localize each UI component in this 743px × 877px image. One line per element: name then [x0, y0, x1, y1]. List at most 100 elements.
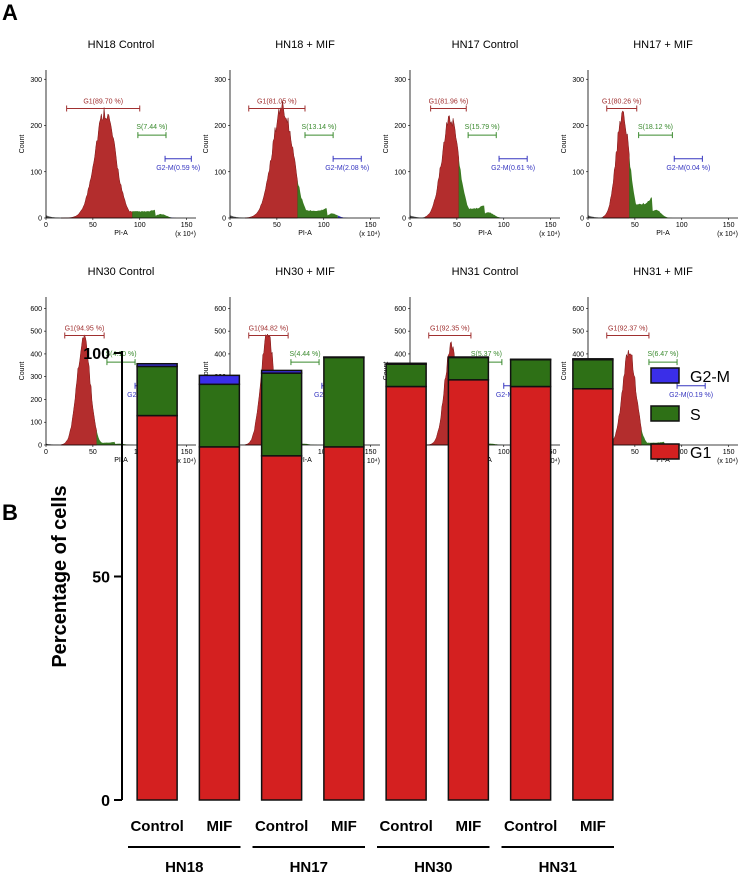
- bar-segment-s: [323, 356, 365, 448]
- histogram-title: HN18 + MIF: [275, 39, 335, 51]
- bar-category-label: Control: [379, 818, 432, 835]
- histogram-title: HN17 + MIF: [633, 39, 693, 51]
- y-axis-label: Count: [561, 135, 568, 154]
- x-tick-label: 50: [89, 449, 97, 456]
- bar-stack: [323, 356, 365, 801]
- g1-peak: [60, 334, 97, 446]
- bar-segment-g1: [260, 455, 303, 801]
- x-tick-label: 0: [44, 449, 48, 456]
- x-tick-label: 100: [498, 449, 510, 456]
- y-tick-label: 600: [214, 306, 226, 313]
- y-tick-label: 400: [394, 351, 406, 358]
- legend-swatch: [650, 367, 680, 384]
- y-tick-label: 500: [30, 329, 42, 336]
- bar-category-label: Control: [255, 818, 308, 835]
- histogram-title: HN30 + MIF: [275, 266, 335, 278]
- gate-label: G1(81.05 %): [257, 98, 297, 105]
- x-tick-label: 100: [676, 449, 688, 456]
- y-tick-label: 600: [394, 306, 406, 313]
- y-tick-label: 500: [394, 329, 406, 336]
- x-axis-label: PI-A: [114, 230, 128, 237]
- debris-region: [588, 215, 605, 218]
- bar-category-label: MIF: [580, 818, 606, 835]
- bar-stack: [136, 362, 178, 801]
- x-scale-label: (x 10⁴): [175, 458, 196, 465]
- gate-label: G1(92.37 %): [608, 325, 648, 332]
- y-tick-label: 300: [214, 77, 226, 84]
- g1-peak: [244, 100, 298, 219]
- debris-region: [230, 215, 247, 218]
- y-tick-label: 300: [30, 374, 42, 381]
- group-label: HN18: [165, 859, 203, 876]
- x-tick-label: 0: [44, 222, 48, 229]
- y-axis-label: Count: [203, 362, 210, 381]
- y-tick-label: 0: [38, 216, 42, 223]
- gate-label: S(5.37 %): [471, 351, 502, 358]
- y-tick-label: 0: [38, 443, 42, 450]
- x-tick-label: 150: [545, 222, 557, 229]
- bar-stack: [572, 358, 614, 801]
- x-tick-label: 150: [723, 222, 735, 229]
- y-tick-label: 200: [572, 123, 584, 130]
- bar-segment-s: [572, 358, 614, 390]
- y-tick-label: 500: [572, 329, 584, 336]
- histogram-grid: HN18 Control 0 100 200 300 0 50 100 150 PI-A (x 10…: [19, 39, 738, 465]
- x-tick-label: 100: [318, 222, 330, 229]
- bar-stack: [260, 369, 303, 801]
- x-tick-label: 150: [365, 449, 377, 456]
- x-scale-label: (x 10⁴): [717, 458, 738, 465]
- y-tick-label: 200: [30, 123, 42, 130]
- x-tick-label: 50: [453, 222, 461, 229]
- x-tick-label: 150: [365, 222, 377, 229]
- y-axis-label: Count: [19, 135, 26, 154]
- y-tick-label: 100: [394, 169, 406, 176]
- x-tick-label: 150: [723, 449, 735, 456]
- s-phase-region: [641, 429, 682, 445]
- bar-stack: [198, 374, 241, 801]
- gate-label: G1(81.96 %): [429, 98, 469, 105]
- gate-label: G1(80.26 %): [602, 98, 642, 105]
- bar-segment-s: [509, 358, 552, 388]
- legend-swatch: [650, 405, 680, 422]
- y-axis-label: Count: [561, 362, 568, 381]
- x-scale-label: (x 10⁴): [539, 231, 560, 238]
- gate-label: G1(92.35 %): [430, 325, 470, 332]
- x-tick-label: 150: [181, 449, 193, 456]
- y-tick-label: 600: [30, 306, 42, 313]
- s-phase-region: [458, 158, 501, 218]
- histogram-panel: HN17 + MIF 0 100 200 300 0 50 100 150 PI-A (x 10⁴)…: [561, 39, 738, 238]
- gate-label: G2-M(0.19 %): [669, 392, 713, 399]
- gate-label: G2-M(0.59 %): [156, 165, 200, 172]
- g1-peak: [602, 110, 630, 219]
- histogram-title: HN30 Control: [88, 266, 155, 278]
- bar-segment-s: [198, 383, 241, 448]
- histogram-panel: HN17 Control 0 100 200 300 0 50 100 150 PI-A (x 10…: [383, 39, 560, 238]
- bar-category-label: Control: [504, 818, 557, 835]
- bar-segment-g1: [385, 385, 427, 801]
- y-axis-label: Count: [203, 135, 210, 154]
- bar-segment-s: [385, 363, 427, 388]
- bar-segment-s: [136, 365, 178, 417]
- y-tick-label: 200: [394, 123, 406, 130]
- y-tick-label: 100: [30, 169, 42, 176]
- y-tick-label: 100: [30, 420, 42, 427]
- debris-region: [46, 215, 63, 218]
- bar-segment-g2-m: [260, 369, 303, 374]
- y-tick-label: 200: [30, 397, 42, 404]
- bar-stack: [385, 362, 427, 801]
- bar-segment-g1: [572, 388, 614, 801]
- group-label: HN31: [539, 859, 577, 876]
- histogram-title: HN17 Control: [452, 39, 519, 51]
- s-phase-region: [96, 430, 140, 445]
- bar-segment-g1: [198, 446, 241, 801]
- y-tick-label: 400: [572, 351, 584, 358]
- y-tick-label: 100: [214, 169, 226, 176]
- gate-label: S(15.79 %): [465, 124, 500, 131]
- x-tick-label: 50: [631, 449, 639, 456]
- gate-label: S(13.14 %): [302, 124, 337, 131]
- gate-label: S(4.44 %): [289, 351, 320, 358]
- x-axis-label: PI-A: [656, 230, 670, 237]
- legend-label: G2-M: [690, 369, 730, 386]
- y-tick-label: 0: [402, 216, 406, 223]
- group-label: HN17: [290, 859, 328, 876]
